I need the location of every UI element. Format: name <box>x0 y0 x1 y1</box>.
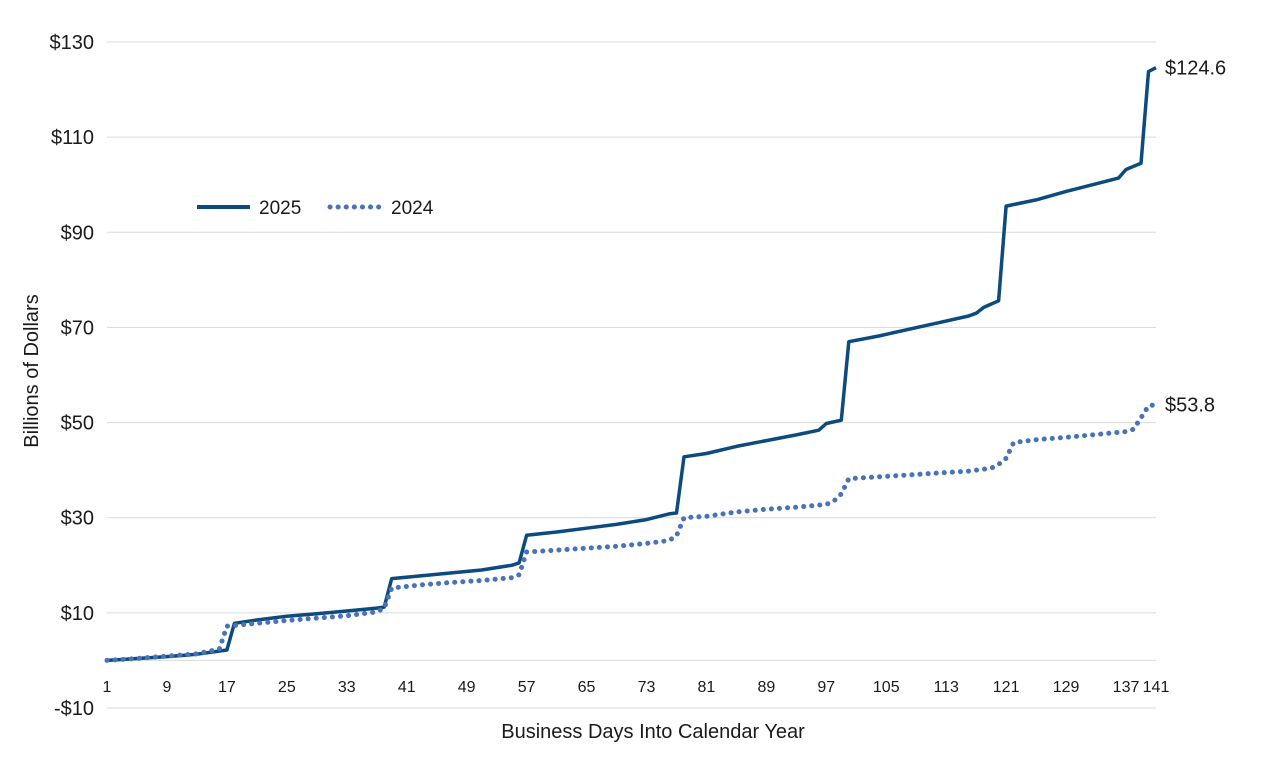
y-tick-label: $10 <box>61 603 94 625</box>
y-tick-label: $50 <box>61 413 94 435</box>
x-tick-label: 41 <box>398 679 416 696</box>
y-axis-label: Billions of Dollars <box>21 294 43 447</box>
x-tick-label: 49 <box>458 679 476 696</box>
series-line-2025 <box>106 66 1157 663</box>
x-tick-label: 81 <box>698 679 716 696</box>
y-tick-label: $110 <box>51 127 94 149</box>
x-tick-label: 105 <box>873 679 900 696</box>
x-tick-label: 1 <box>103 679 112 696</box>
end-labels: $124.6 $53.8 <box>1165 58 1226 417</box>
end-value-label-2024: $53.8 <box>1165 394 1215 416</box>
x-tick-label: 33 <box>338 679 356 696</box>
y-tick-label: $90 <box>61 222 94 244</box>
x-tick-label: 65 <box>578 679 596 696</box>
x-tick-label: 25 <box>278 679 296 696</box>
legend-label-2025: 2025 <box>259 198 301 219</box>
gridlines <box>107 41 1156 709</box>
y-tick-label: $30 <box>61 508 94 530</box>
x-tick-label: 57 <box>518 679 536 696</box>
x-tick-label: 137 <box>1113 679 1140 696</box>
series-lines <box>104 66 1159 663</box>
y-tick-label: $70 <box>61 317 94 339</box>
legend-label-2024: 2024 <box>391 198 434 219</box>
y-tick-label: -$10 <box>54 698 94 720</box>
x-axis-ticks: 1 9 17 25 33 41 49 57 65 73 81 89 97 105 113 121 129 137 1… <box>103 679 1170 696</box>
x-tick-label: 17 <box>218 679 236 696</box>
x-tick-label: 9 <box>162 679 171 696</box>
x-tick-label: 121 <box>993 679 1020 696</box>
x-tick-label: 129 <box>1053 679 1080 696</box>
x-tick-label: 97 <box>817 679 835 696</box>
legend: 2025 2024 <box>197 198 434 219</box>
x-tick-label: 89 <box>757 679 775 696</box>
end-value-label-2025: $124.6 <box>1165 58 1226 80</box>
x-tick-label: 113 <box>933 679 959 696</box>
y-axis-ticks: -$10 $10 $30 $50 $70 $90 $110 $130 <box>50 32 95 720</box>
x-axis-label: Business Days Into Calendar Year <box>501 721 805 743</box>
x-tick-label: 141 <box>1143 679 1170 696</box>
y-tick-label: $130 <box>50 32 95 54</box>
x-tick-label: 73 <box>638 679 656 696</box>
series-line-2024 <box>104 402 1159 663</box>
